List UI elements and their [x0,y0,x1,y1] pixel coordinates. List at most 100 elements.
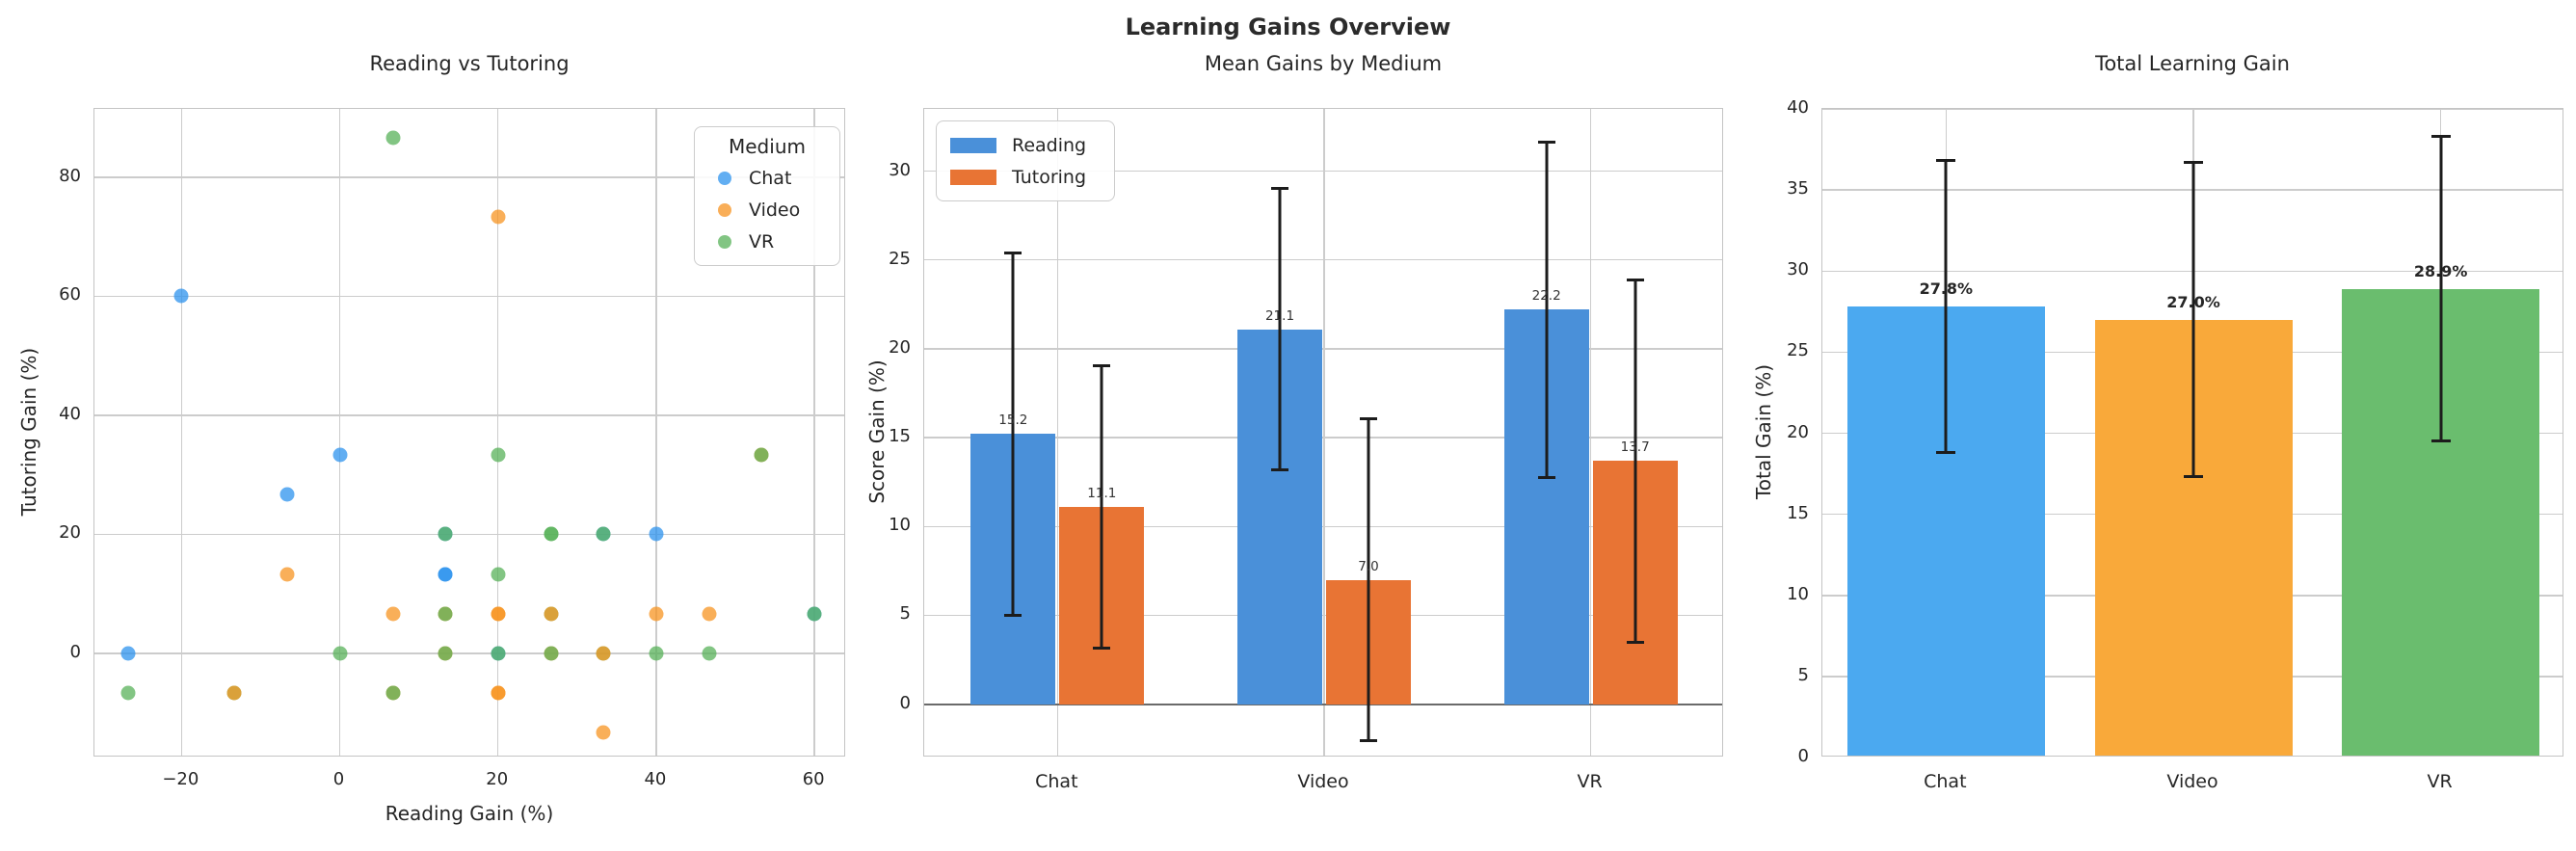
gridline [1822,109,2563,110]
gridline [1323,109,1325,756]
y-tick-label: 5 [899,603,911,625]
error-bar-cap [1626,278,1644,281]
scatter-point-vr [491,567,506,582]
bar-value-label: 27.8% [1919,279,1974,299]
figure-title: Learning Gains Overview [1125,13,1451,40]
scatter-point-video [491,606,506,622]
scatter-point-video [279,567,295,582]
scatter-point-video [544,606,559,622]
y-tick-label: 0 [69,641,81,662]
legend-swatch-icon [950,169,996,185]
bar-value-label: 28.9% [2413,261,2468,280]
gridline [924,525,1722,528]
y-tick-label: 15 [1787,502,1809,523]
error-bar-cap [1093,647,1111,651]
error-bar-cap [1626,640,1644,644]
error-bar [2191,162,2195,477]
gridline [924,348,1722,350]
category-tick-label: VR [1577,771,1603,792]
gridline [1056,109,1059,756]
gridline [1589,109,1592,756]
bar-value-label: 21.1 [1264,307,1295,324]
error-bar [1367,418,1370,741]
error-bar [1944,160,1948,453]
x-tick-label: 20 [486,769,509,789]
error-bar-cap [1271,187,1288,191]
legend-marker-icon [718,202,731,217]
legend-item-label: Tutoring [1012,166,1087,188]
legend-marker-icon [718,234,731,249]
legend-marker-icon [718,171,731,185]
y-axis-label: Score Gain (%) [865,359,889,504]
x-tick-label: 0 [332,769,345,789]
y-tick-label: 30 [1787,259,1809,280]
error-bar-cap [1360,738,1377,742]
scatter-point-video [596,725,611,740]
gridline [496,109,499,756]
gridline [924,614,1722,617]
scatter-point-vr [544,526,559,542]
y-tick-label: 25 [889,248,911,269]
gridline [924,170,1722,173]
bar-value-label: 15.2 [998,412,1028,429]
x-axis-label: Reading Gain (%) [385,802,554,825]
scatter-point-vr [807,606,822,622]
x-tick-label: 40 [644,769,667,789]
scatter-point-video [491,685,506,701]
y-tick-label: 30 [889,159,911,180]
scatter-point-vr [438,646,453,661]
scatter-point-vr [544,646,559,661]
subplot-title: Mean Gains by Medium [1204,52,1443,75]
legend-item: Tutoring [950,161,1101,193]
legend-item-label: Chat [749,167,792,189]
bar-value-label: 27.0% [2166,292,2220,311]
scatter-point-vr [120,685,136,701]
error-bar-cap [2430,439,2451,443]
category-tick-label: Video [2166,771,2218,792]
scatter-point-video [385,606,401,622]
scatter-point-vr [702,646,717,661]
legend-item-label: VR [749,230,775,253]
error-bar-cap [1537,140,1555,144]
plot-area: 15.2 21.1 22.2 11.1 7.0 13.7 [923,108,1723,757]
scatter-point-vr [649,646,664,661]
scatter-point-chat [120,646,136,661]
scatter-plot-reading-vs-tutoring: Reading vs Tutoring Tutoring Gain (%) Re… [17,52,845,825]
bar-value-label: 11.1 [1087,486,1117,502]
scatter-point-vr [438,606,453,622]
scatter-point-vr [332,646,348,661]
y-tick-label: 0 [899,692,911,713]
gridline [94,414,844,416]
subplot-title: Reading vs Tutoring [369,52,570,75]
error-bar-cap [2430,135,2451,139]
y-tick-label: 5 [1797,664,1809,685]
zero-line [924,703,1722,705]
gridline [813,109,815,756]
y-tick-label: 0 [1797,746,1809,766]
legend: Medium Chat Video VR [694,126,840,266]
y-tick-label: 80 [59,166,81,186]
scatter-point-vr [596,526,611,542]
error-bar-cap [2184,161,2203,165]
y-tick-label: 40 [59,403,81,424]
gridline [94,176,844,178]
y-tick-label: 10 [1787,583,1809,604]
scatter-point-vr [385,685,401,701]
scatter-point-chat [438,567,453,582]
gridline [94,652,844,654]
legend-item-label: Reading [1012,134,1087,156]
plot-area: 27.8% 27.0% 28.9% [1821,108,2563,757]
gridline [924,258,1722,261]
grouped-bar-plot-mean-gains: Mean Gains by Medium Score Gain (%) 15.2… [865,52,1723,792]
error-bar-cap [2184,475,2203,479]
legend-item: Video [708,194,826,226]
y-axis-label: Tutoring Gain (%) [17,347,40,517]
scatter-point-chat [279,487,295,502]
y-tick-label: 25 [1787,340,1809,361]
error-bar [1100,365,1103,649]
y-tick-label: 20 [59,522,81,544]
gridline [94,295,844,298]
category-tick-label: Video [1297,771,1349,792]
scatter-point-chat [173,288,189,304]
